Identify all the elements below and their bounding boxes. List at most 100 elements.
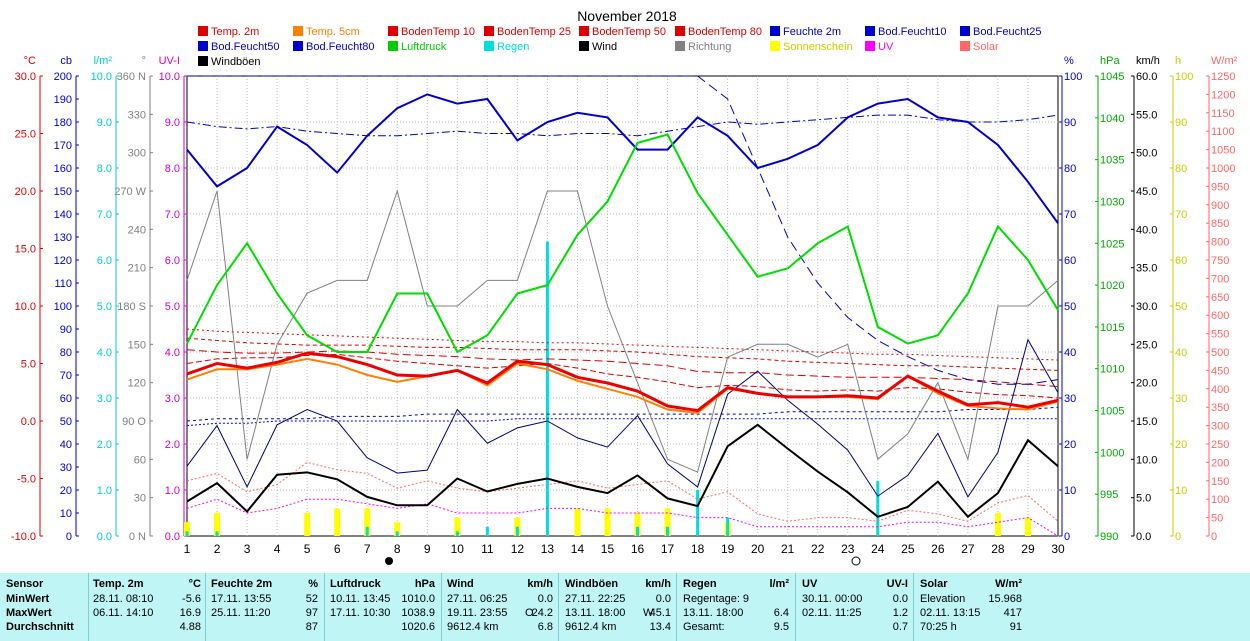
x-tick-label: 23	[841, 542, 855, 556]
uv-axis-tick: 10.0	[159, 71, 180, 83]
stats-value: -5.6	[182, 593, 201, 605]
sun-axis-tick: 60	[1175, 255, 1187, 267]
uv-line	[186, 498, 1059, 537]
legend-label: Bod.Feucht25	[973, 26, 1042, 38]
stats-value: 97	[305, 607, 318, 619]
legend-label: Bod.Feucht50	[211, 41, 280, 53]
press-axis-tick: 1010	[1100, 364, 1124, 376]
rain-bar	[185, 531, 189, 536]
sunshine-bar	[994, 513, 1001, 536]
cb-axis-tick: 110	[54, 278, 72, 290]
stats-date: 17.11. 13:55	[211, 593, 272, 605]
temp-axis-tick: 15.0	[15, 244, 36, 256]
legend-swatch	[770, 26, 780, 36]
wind-axis-tick: 0.0	[1136, 531, 1151, 543]
cb-axis-tick: 150	[54, 186, 72, 198]
legend-label: Solar	[973, 41, 999, 53]
stats-unit: %	[308, 578, 318, 590]
rain-bar	[485, 526, 489, 536]
uv-axis-tick: 3.0	[165, 393, 180, 405]
temp-axis-tick: 10.0	[15, 301, 36, 313]
legend-swatch	[388, 41, 398, 51]
legend-label: Bod.Feucht10	[878, 26, 947, 38]
press-axis-tick: 990	[1100, 531, 1118, 543]
hum-axis-tick: 60	[1064, 255, 1076, 267]
legend-label: UV	[878, 41, 894, 53]
legend-swatch	[579, 26, 589, 36]
solar-axis-tick: 400	[1211, 384, 1229, 396]
stats-head: Solar	[920, 578, 948, 590]
temp-axis-unit: °C	[24, 55, 36, 67]
uv-axis-tick: 0.0	[165, 531, 180, 543]
press-axis-unit: hPa	[1100, 55, 1120, 67]
stats-unit: km/h	[527, 578, 553, 590]
stats-value: 52	[305, 593, 318, 605]
stats-distance: 9612.4 km	[447, 621, 499, 633]
solar-axis-tick: 1100	[1211, 126, 1235, 138]
stats-col-wind: Wind km/h 27.11. 06:25 0.0 19.11. 23:55 O 24…	[447, 577, 553, 634]
solar-axis-tick: 250	[1211, 439, 1229, 451]
dir-axis-tick: 0 N	[129, 531, 146, 543]
stats-row-label: MinWert	[6, 593, 50, 605]
solar-axis-tick: 900	[1211, 200, 1229, 212]
solar-axis-tick: 850	[1211, 218, 1229, 230]
sun-axis-tick: 70	[1175, 209, 1187, 221]
legend-swatch	[960, 41, 970, 51]
press-axis-tick: 1035	[1100, 155, 1124, 167]
legend-label: Richtung	[688, 41, 731, 53]
hum-axis-unit: %	[1064, 55, 1074, 67]
wind-axis-tick: 50.0	[1136, 148, 1157, 160]
wind-axis-tick: 60.0	[1136, 71, 1157, 83]
rain-axis-tick: 4.0	[97, 347, 112, 359]
uv-axis-tick: 6.0	[165, 255, 180, 267]
grid	[187, 76, 1058, 536]
sunshine-bar	[304, 513, 311, 536]
rain-bar	[365, 526, 369, 536]
x-tick-label: 27	[961, 542, 975, 556]
sun-axis-tick: 0	[1175, 531, 1181, 543]
stats-value: 1010.0	[401, 593, 435, 605]
statistics-panel: Sensor MinWert MaxWert Durchschnitt Temp…	[0, 573, 1250, 641]
stats-date: 30.11. 00:00	[802, 593, 863, 605]
stats-value: 6.4	[773, 607, 789, 619]
wind-axis-unit: km/h	[1136, 55, 1160, 67]
stats-head: Luftdruck	[330, 578, 381, 590]
hum-axis-tick: 40	[1064, 347, 1076, 359]
wind-axis-tick: 25.0	[1136, 339, 1157, 351]
stats-value: 0.0	[892, 593, 908, 605]
stats-head: Windböen	[565, 578, 619, 590]
cb-axis-tick: 180	[54, 117, 72, 129]
legend-swatch	[198, 56, 208, 66]
hum-axis-tick: 80	[1064, 163, 1076, 175]
x-tick-label: 7	[364, 542, 371, 556]
wind-line	[186, 423, 1059, 519]
sun-axis-unit: h	[1175, 55, 1181, 67]
solar-axis-unit: W/m²	[1211, 55, 1238, 67]
solar-axis-tick: 600	[1211, 310, 1229, 322]
x-tick-label: 10	[451, 542, 465, 556]
cb-axis-tick: 160	[54, 163, 72, 175]
x-tick-label: 26	[931, 542, 945, 556]
stats-col-solar: Solar W/m² Elevation 15.968 02.11. 13:15 41…	[920, 577, 1022, 634]
stats-date: 13.11. 18:00	[683, 607, 744, 619]
x-tick-label: 25	[901, 542, 915, 556]
stats-head: Regen	[683, 578, 717, 590]
stats-col-rain: Regen l/m² Regentage: 9 13.11. 18:00 6.4 G…	[683, 577, 789, 634]
x-tick-label: 5	[304, 542, 311, 556]
series-lines	[186, 75, 1059, 537]
x-tick-label: 30	[1051, 542, 1065, 556]
stats-col-uv: UV UV-I 30.11. 00:00 0.0 02.11. 11:25 1.2 0…	[802, 577, 908, 634]
sunshine-bar	[604, 508, 611, 536]
rain-axis-tick: 0.0	[97, 531, 112, 543]
legend-swatch	[675, 26, 685, 36]
legend-swatch	[293, 41, 303, 51]
stats-value: 0.7	[892, 621, 908, 633]
legend-label: BodenTemp 10	[401, 26, 475, 38]
stats-value: 16.9	[179, 607, 201, 619]
weather-chart: November 2018 Temp. 2m Temp. 5cm BodenTemp…	[11, 8, 1238, 566]
stats-header: Sensor	[6, 578, 44, 590]
stats-date: 13.11. 18:00	[565, 607, 626, 619]
cb-axis-tick: 20	[60, 485, 72, 497]
solar-axis-tick: 800	[1211, 237, 1229, 249]
new-moon-icon	[385, 557, 393, 565]
